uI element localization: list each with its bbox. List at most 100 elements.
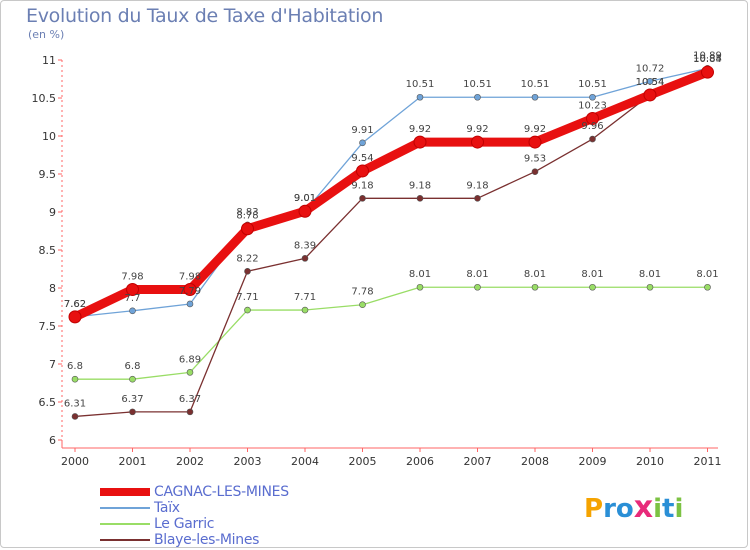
data-label-2: 7.71 [294,292,316,303]
legend-swatch [100,507,150,509]
series-point-1 [416,93,424,101]
data-label-3: 10.85 [693,53,722,64]
data-label-3: 8.39 [294,240,316,251]
x-tick-label: 2004 [291,455,319,468]
logo-letter: o [615,494,634,524]
data-label-2: 7.71 [236,292,258,303]
data-label-0: 9.92 [524,124,546,135]
x-tick-label: 2007 [464,455,492,468]
y-tick-label: 9.5 [39,168,57,181]
legend-label: Taïx [154,500,180,516]
data-label-1: 7.79 [179,286,201,297]
data-label-0: 9.01 [294,193,316,204]
legend-label: Blaye-les-Mines [154,532,260,548]
series-point-0 [298,204,312,218]
series-point-3 [531,168,539,176]
data-label-2: 8.01 [696,269,718,280]
data-label-0: 10.84 [693,54,722,65]
legend-label: CAGNAC-LES-MINES [154,484,289,500]
data-label-3: 6.37 [179,394,201,405]
series-point-1 [129,307,136,315]
data-label-2: 7.78 [351,287,373,298]
logo-letter: r [603,494,616,524]
x-tick-label: 2002 [176,455,204,468]
x-tick-label: 2008 [521,455,549,468]
data-label-2: 6.8 [67,361,83,372]
data-label-0: 7.98 [179,272,201,283]
series-line-3 [74,70,709,418]
data-label-2: 6.8 [125,361,141,372]
data-label-1: 10.72 [636,63,665,74]
series-point-3 [301,255,309,262]
logo-letter: x [633,490,654,525]
data-label-2: 6.89 [179,354,201,365]
data-label-1: 9.91 [351,125,373,136]
x-tick-label: 2005 [349,455,377,468]
data-label-0: 7.98 [121,272,143,283]
series-point-0 [701,65,714,79]
series-point-0 [528,135,542,149]
data-label-3: 6.31 [64,398,86,409]
y-tick-label: 10.5 [32,92,57,105]
data-label-0: 10.23 [578,101,607,112]
data-label-3: 9.18 [351,180,373,191]
series-line-0 [70,67,712,322]
data-label-1: 8.83 [236,207,258,218]
series-point-2 [416,283,424,291]
series-point-0 [356,164,369,178]
series-point-3 [71,413,79,420]
data-label-1: 10.51 [463,79,492,90]
series-point-2 [129,375,136,383]
data-label-2: 8.01 [466,269,488,280]
legend-item: Taïx [100,500,289,516]
data-label-2: 8.01 [581,269,603,280]
data-label-3: 9.53 [524,154,546,165]
series-point-2 [186,369,194,376]
legend-item: CAGNAC-LES-MINES [100,484,289,500]
logo-letter: P [584,494,604,524]
series-line-1 [74,67,709,318]
chart-title: Evolution du Taux de Taxe d'Habitation [26,5,384,27]
legend: CAGNAC-LES-MINES Taïx Le Garric Blaye-les-M… [100,484,289,548]
legend-swatch [100,488,150,496]
data-label-0: 10.54 [636,77,665,88]
data-label-1: 10.89 [693,50,722,61]
data-label-2: 8.01 [409,269,431,280]
x-tick-label: 2001 [119,455,147,468]
data-label-2: 8.01 [639,269,661,280]
series-point-1 [359,139,366,147]
legend-item: Le Garric [100,516,289,532]
y-tick-label: 7.5 [39,320,57,333]
y-tick-label: 11 [42,54,56,67]
series-point-3 [359,195,366,202]
x-tick-label: 2010 [636,455,664,468]
series-point-1 [589,93,596,101]
series-point-3 [129,408,136,416]
logo-letter: t [662,494,675,524]
legend-swatch [100,523,150,525]
series-point-1 [531,93,539,101]
series-point-1 [474,93,481,101]
data-label-1: 9.01 [294,193,316,204]
series-point-3 [244,267,251,275]
data-label-3: 9.18 [409,180,431,191]
data-label-0: 9.54 [351,153,373,164]
y-tick-label: 9 [49,206,56,219]
series-point-3 [589,135,596,143]
data-label-1: 7.7 [125,293,141,304]
series-point-2 [359,301,366,309]
series-point-3 [474,195,481,202]
data-label-3: 6.37 [121,394,143,405]
series-point-2 [704,283,711,291]
x-tick-label: 2009 [579,455,607,468]
series-point-0 [471,135,484,149]
y-tick-label: 8 [49,282,56,295]
data-label-0: 9.92 [409,124,431,135]
proxiti-logo: Proxiti [584,490,683,525]
series-line-2 [74,286,709,380]
series-point-0 [413,135,427,149]
series-point-0 [643,88,657,102]
data-label-3: 9.96 [581,121,603,132]
series-point-3 [416,195,424,202]
series-point-0 [183,283,197,297]
